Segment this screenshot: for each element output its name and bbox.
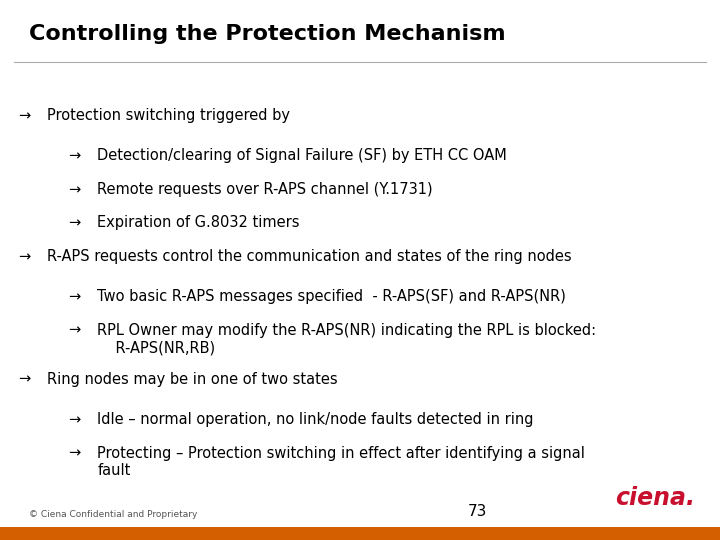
Text: →: →: [68, 323, 81, 338]
Text: Protecting – Protection switching in effect after identifying a signal
fault: Protecting – Protection switching in eff…: [97, 446, 585, 478]
Text: →: →: [68, 446, 81, 461]
Text: Expiration of G.8032 timers: Expiration of G.8032 timers: [97, 215, 300, 231]
Text: Two basic R-APS messages specified  - R-APS(SF) and R-APS(NR): Two basic R-APS messages specified - R-A…: [97, 289, 566, 305]
Text: Ring nodes may be in one of two states: Ring nodes may be in one of two states: [47, 372, 338, 387]
Bar: [0, 526, 720, 540]
Text: Protection switching triggered by: Protection switching triggered by: [47, 108, 289, 123]
Text: RPL Owner may modify the R-APS(NR) indicating the RPL is blocked:
    R-APS(NR,R: RPL Owner may modify the R-APS(NR) indic…: [97, 323, 596, 355]
Text: © Ciena Confidential and Proprietary: © Ciena Confidential and Proprietary: [29, 510, 197, 519]
Text: →: →: [68, 215, 81, 231]
Text: Controlling the Protection Mechanism: Controlling the Protection Mechanism: [29, 24, 505, 44]
Text: Idle – normal operation, no link/node faults detected in ring: Idle – normal operation, no link/node fa…: [97, 412, 534, 427]
Text: →: →: [68, 289, 81, 305]
Text: →: →: [18, 372, 30, 387]
Text: R-APS requests control the communication and states of the ring nodes: R-APS requests control the communication…: [47, 249, 572, 264]
Text: →: →: [68, 412, 81, 427]
Text: →: →: [68, 148, 81, 164]
Text: →: →: [18, 108, 30, 123]
Text: Remote requests over R-APS channel (Y.1731): Remote requests over R-APS channel (Y.17…: [97, 182, 433, 197]
Text: →: →: [68, 182, 81, 197]
Text: →: →: [18, 249, 30, 264]
Text: ciena.: ciena.: [616, 487, 696, 510]
Text: 73: 73: [468, 504, 487, 519]
Text: Detection/clearing of Signal Failure (SF) by ETH CC OAM: Detection/clearing of Signal Failure (SF…: [97, 148, 507, 164]
